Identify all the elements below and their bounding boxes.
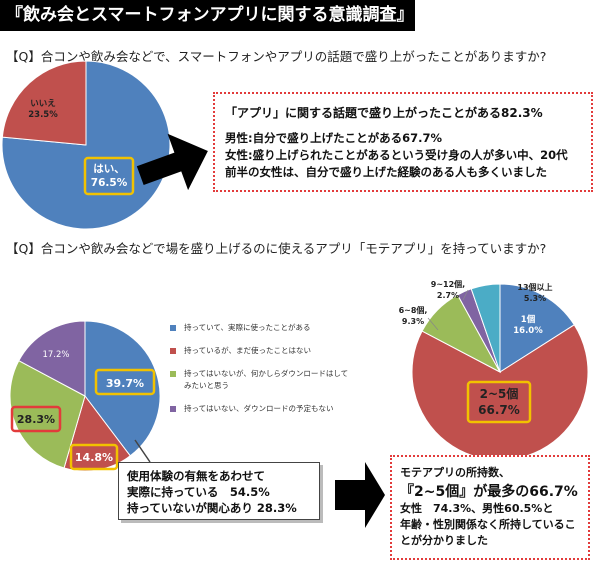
legend-item: 持ってはいない、ダウンロードの予定もない <box>170 403 355 415</box>
pie-chart-count: 2~5個 66.7% 1個 16.0% 6~8個, 9.3%9~12個, 2.7% 13個以上… <box>399 279 589 461</box>
pie-slice <box>18 320 86 397</box>
summary-headline: 「アプリ」に関する話題で盛り上がったことがある82.3% <box>225 106 543 120</box>
data-label: 6~8個, 9.3% <box>399 305 428 326</box>
highlight-box <box>94 368 156 396</box>
summary-line: 前半の女性は、自分で盛り上げた経験のある人も多くいました <box>225 165 547 179</box>
callout-line: 使用体験の有無をあわせて <box>127 469 265 483</box>
data-label: 14.8% <box>75 451 113 464</box>
data-label: 2~5個 66.7% <box>478 386 520 417</box>
callout-line: 持っていないが関心あり 28.3% <box>127 501 297 515</box>
callout-line: 実際に持っている 54.5% <box>127 485 270 499</box>
callout-pointer <box>134 439 151 463</box>
highlight-box <box>466 380 532 424</box>
legend: 持っていて、実際に使ったことがある 持っているが、まだ使ったことはない 持っては… <box>170 322 355 426</box>
legend-item: 持っていて、実際に使ったことがある <box>170 322 355 334</box>
data-label: 39.7% <box>106 377 144 390</box>
data-label: 1個 16.0% <box>513 314 543 336</box>
pie-slice <box>9 360 86 469</box>
summary-line: 女性 74.3%、男性60.5%と <box>400 502 554 515</box>
arrow-2 <box>335 462 385 528</box>
leader-line <box>462 289 469 301</box>
pie-slice <box>499 283 575 373</box>
summary-box-q1: 「アプリ」に関する話題で盛り上がったことがある82.3% 男性:自分で盛り上げた… <box>213 92 593 192</box>
callout-box: 使用体験の有無をあわせて 実際に持っている 54.5% 持っていないが関心あり … <box>118 462 320 520</box>
summary-box-q2: モテアプリの所持数、 『2~5個』が最多の66.7% 女性 74.3%、男性60… <box>390 455 590 560</box>
pie-slice <box>1 60 87 146</box>
data-label: 28.3% <box>17 413 55 426</box>
summary-line: モテアプリの所持数、 <box>400 466 510 479</box>
legend-item: 持っているが、まだ使ったことはない <box>170 345 355 357</box>
arrow-1 <box>136 133 208 191</box>
leader-line <box>427 317 439 331</box>
pie-slice <box>1 60 171 230</box>
summary-highlight: 『2~5個』が最多の66.7% <box>400 484 578 500</box>
legend-item: 持ってはいないが、何かしらダウンロードはしてみたいと思う <box>170 368 355 392</box>
pie-chart-q2: 39.7% 14.8% 28.3% 17.2% <box>9 320 161 472</box>
highlight-box <box>83 156 135 196</box>
highlight-box <box>10 405 62 433</box>
summary-line: 女性:盛り上げられたことがあるという受け身の人が多い中、20代 <box>225 148 568 162</box>
highlight-box <box>69 443 119 471</box>
data-label: 17.2% <box>42 350 69 360</box>
question-2: 【Q】合コンや飲み会などで場を盛り上げるのに使えるアプリ「モテアプリ」を持ってい… <box>6 241 547 256</box>
data-label: はい、 76.5% <box>91 163 128 189</box>
pie-chart-q1: はい、 76.5% いいえ 23.5% <box>1 60 171 230</box>
summary-line: とが分かりました <box>400 534 488 547</box>
pie-slice <box>470 283 501 373</box>
data-label: 13個以上 5.3% <box>517 282 552 303</box>
pie-slice <box>84 320 161 457</box>
data-label: いいえ 23.5% <box>28 99 58 120</box>
page-title: 『飲み会とスマートフォンアプリに関する意識調査』結果 <box>0 0 415 56</box>
summary-line: 男性:自分で盛り上げたことがある67.7% <box>225 131 442 145</box>
data-label: 9~12個, 2.7% <box>431 279 465 300</box>
summary-line: 年齢・性別関係なく所持しているこ <box>400 518 576 531</box>
question-1: 【Q】合コンや飲み会などで、スマートフォンやアプリの話題で盛り上がったことがあり… <box>6 49 547 64</box>
